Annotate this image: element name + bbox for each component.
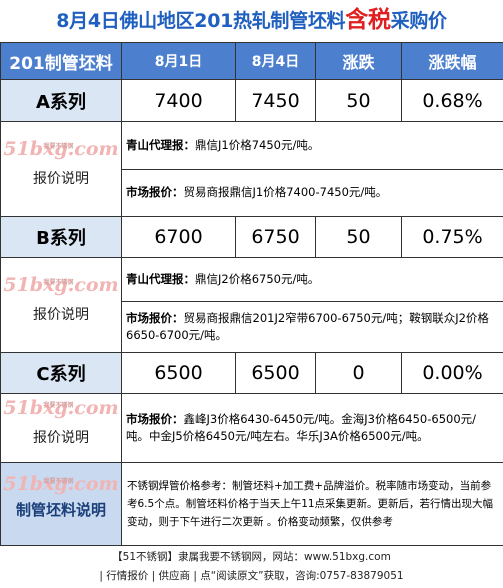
note-row: 市场报价：贸易商报鼎信J1价格7400-7450元/吨。 — [1, 169, 503, 217]
watermark-logo: 51bxg.com 我要不锈钢 — [3, 274, 119, 297]
note-row: 51bxg.com 我要不锈钢 报价说明 青山代理报：鼎信J1价格7450元/吨。 — [0, 120, 503, 217]
footer-line1: 【51不锈钢】隶属我要不锈钢网，网站：www.51bxg.com — [112, 551, 391, 563]
note-tag: 青山代理报： — [126, 271, 195, 286]
header-change: 涨跌 — [315, 41, 402, 81]
price-change-pct: 0.00% — [401, 352, 503, 395]
footer-line2: | 行情报价 | 供应商 | 点“阅读原文”获取，咨询:0757-8387905… — [99, 570, 404, 582]
note-tag: 市场报价： — [126, 310, 184, 325]
explanation-label-cell: 51bxg.com 我要不锈钢 制管坯料说明 — [0, 462, 122, 546]
side-cell: 51bxg.com 我要不锈钢 报价说明 — [0, 257, 122, 354]
header-change-pct: 涨跌幅 — [401, 41, 503, 81]
series-name: A系列 — [0, 79, 122, 122]
note-text: 鼎信J1价格7450元/吨。 — [195, 138, 320, 152]
side-label: 报价说明 — [33, 170, 89, 187]
note-text: 贸易商报鼎信J1价格7400-7450元/吨。 — [183, 185, 388, 200]
watermark-logo: 51bxg.com 我要不锈钢 — [3, 137, 119, 160]
page-title: 8月4日佛山地区201热轧制管坯料含税采购价 — [0, 0, 503, 40]
price-date2: 6750 — [235, 215, 316, 259]
price-date2: 6500 — [235, 352, 316, 395]
side-label: 报价说明 — [33, 430, 89, 447]
price-change-pct: 0.68% — [401, 79, 503, 122]
side-label: 报价说明 — [33, 307, 89, 324]
price-date1: 6700 — [121, 215, 236, 259]
series-name: B系列 — [0, 215, 122, 259]
note-row: 51bxg.com 我要不锈钢 报价说明 青山代理报：鼎信J2价格6750元/吨。 — [0, 257, 503, 354]
header-date2: 8月4日 — [235, 41, 316, 81]
title-end: 采购价 — [390, 10, 447, 32]
title-main: 8月4日佛山地区201热轧制管坯料 — [56, 10, 346, 32]
explanation-text: 不锈钢焊管价格参考：制管坯料+加工费+品牌溢价。税率随市场变动，当前参考6.5个… — [121, 462, 503, 546]
note-text: 鼎信J2价格6750元/吨。 — [195, 271, 320, 286]
price-change-pct: 0.75% — [401, 215, 503, 259]
note-cell: 市场报价：贸易商报鼎信J1价格7400-7450元/吨。 — [121, 169, 503, 217]
side-cell: 51bxg.com 我要不锈钢 报价说明 — [0, 393, 122, 464]
footer: 【51不锈钢】隶属我要不锈钢网，网站：www.51bxg.com | 行情报价 … — [0, 548, 503, 588]
note-text: 鑫峰J3价格6430-6450元/吨。金海J3价格6450-6500元/吨。中金… — [126, 412, 477, 444]
table-row: C系列 6500 6500 0 0.00% — [0, 352, 503, 395]
note-row: 市场报价：贸易商报鼎信201J2窄带6700-6750元/吨；鞍钢联众J2价格6… — [1, 300, 503, 354]
table-row: A系列 7400 7450 50 0.68% — [0, 79, 503, 122]
note-cell: 青山代理报：鼎信J1价格7450元/吨。 — [121, 120, 503, 171]
series-name: C系列 — [0, 352, 122, 395]
side-cell: 51bxg.com 我要不锈钢 报价说明 — [0, 120, 122, 217]
price-date1: 7400 — [121, 79, 236, 122]
note-cell: 市场报价：鑫峰J3价格6430-6450元/吨。金海J3价格6450-6500元… — [121, 393, 503, 464]
header-product: 201制管坯料 — [0, 41, 122, 81]
note-text: 贸易商报鼎信201J2窄带6700-6750元/吨；鞍钢联众J2价格6650-6… — [126, 310, 489, 342]
note-tag: 青山代理报： — [126, 138, 195, 152]
price-change: 50 — [315, 79, 402, 122]
note-tag: 市场报价： — [126, 185, 184, 200]
note-tag: 市场报价： — [126, 412, 184, 427]
note-row: 51bxg.com 我要不锈钢 报价说明 市场报价：鑫峰J3价格6430-6450… — [0, 393, 503, 464]
price-date2: 7450 — [235, 79, 316, 122]
watermark-logo: 51bxg.com 我要不锈钢 — [3, 397, 119, 420]
price-change: 0 — [315, 352, 402, 395]
table-header-row: 201制管坯料 8月1日 8月4日 涨跌 涨跌幅 — [0, 41, 503, 81]
price-change: 50 — [315, 215, 402, 259]
price-table: 201制管坯料 8月1日 8月4日 涨跌 涨跌幅 A系列 7400 7450 5… — [0, 41, 503, 546]
watermark-logo: 51bxg.com 我要不锈钢 — [3, 473, 119, 496]
title-highlight: 含税 — [345, 7, 391, 33]
explanation-label: 制管坯料说明 — [15, 501, 106, 520]
price-date1: 6500 — [121, 352, 236, 395]
explanation-row: 51bxg.com 我要不锈钢 制管坯料说明 不锈钢焊管价格参考：制管坯料+加工费… — [0, 462, 503, 546]
note-cell: 青山代理报：鼎信J2价格6750元/吨。 — [121, 257, 503, 302]
header-date1: 8月1日 — [121, 41, 236, 81]
table-row: B系列 6700 6750 50 0.75% — [0, 215, 503, 259]
note-cell: 市场报价：贸易商报鼎信201J2窄带6700-6750元/吨；鞍钢联众J2价格6… — [121, 300, 503, 354]
